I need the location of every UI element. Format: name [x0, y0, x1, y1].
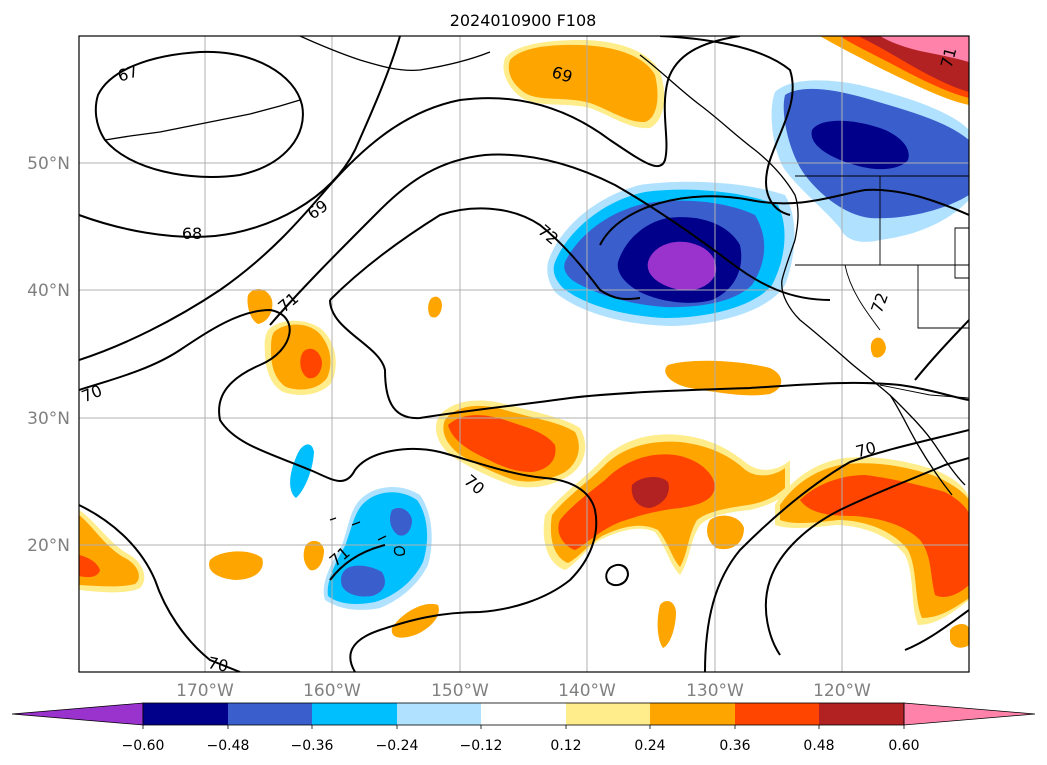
- colorbar-ticks: [142, 725, 905, 729]
- colorbar-extend-low: [11, 702, 144, 726]
- contour-69-arc: [659, 36, 794, 216]
- pos-anomaly-red-west: [79, 555, 100, 578]
- longitude-labels: 170°W 160°W 150°W 140°W 130°W 120°W: [176, 681, 871, 701]
- lat-label: 20°N: [27, 536, 70, 556]
- colorbar-tick-label: 0.12: [550, 738, 581, 754]
- pos-anomaly-orange-goa: [508, 44, 658, 123]
- map-title: 2024010900 F108: [450, 11, 597, 30]
- colorbar-tick-label: −0.24: [376, 738, 419, 754]
- colorbar-tick-label: 0.60: [888, 738, 919, 754]
- colorbar-segment: [312, 703, 397, 725]
- colorbar-segment: [566, 703, 650, 725]
- aleutian-chain: [104, 99, 301, 141]
- contour-68: [79, 36, 401, 238]
- colorbar-extend-high: [903, 702, 1036, 726]
- colorbar-tick-label: −0.36: [291, 738, 334, 754]
- contour-72-ring: [599, 188, 969, 246]
- colorbar-tick-label: 0.24: [634, 738, 665, 754]
- colorbar-segment: [143, 703, 228, 725]
- colorbar-segment: [650, 703, 735, 725]
- lat-label: 30°N: [27, 409, 70, 429]
- pos-anomaly-red-a: [300, 348, 322, 379]
- pos-anomaly-orange-k: [870, 337, 886, 358]
- contour-69-west: [79, 36, 741, 361]
- colorbar-tick-label: −0.60: [122, 738, 165, 754]
- neg-anomaly-mid-hawaii: [341, 565, 385, 597]
- pos-anomaly-orange-i: [707, 515, 744, 550]
- pos-anomaly-orange-b: [247, 288, 273, 324]
- contour-71-south: [764, 457, 969, 656]
- contour-71-hawaii: [329, 544, 386, 581]
- lon-label: 130°W: [686, 681, 744, 701]
- colorbar-tick-label: −0.12: [460, 738, 503, 754]
- colorbar-segment: [481, 703, 566, 725]
- colorbar-segment: [819, 703, 904, 725]
- pos-anomaly-red-band: [448, 415, 556, 472]
- colorbar-frame: [142, 702, 905, 726]
- colorbar-tick-label: 0.36: [719, 738, 750, 754]
- colorbar-segment: [735, 703, 819, 725]
- pos-anomaly-orange-g: [665, 360, 782, 396]
- contour-70-west: [79, 308, 598, 672]
- pos-anomaly-orange-h: [657, 600, 676, 648]
- pos-anomaly-orange-c: [428, 296, 442, 318]
- height-contours: [79, 36, 969, 672]
- colorbar-segment: [228, 703, 312, 725]
- map-frame: [78, 35, 970, 673]
- colorbar-tick-label: 0.48: [803, 738, 834, 754]
- colorbar-tick-label: −0.48: [207, 738, 250, 754]
- contour-70-south: [79, 504, 241, 672]
- neg-anomaly-core-low: [647, 241, 717, 291]
- contour-small-loop: [605, 563, 630, 587]
- anomaly-shading: [79, 36, 969, 648]
- colorbar-segment: [397, 703, 481, 725]
- baja-coast: [889, 394, 953, 496]
- pos-anomaly-orange-j: [950, 624, 969, 648]
- lon-label: 150°W: [431, 681, 489, 701]
- pos-anomaly-orange-e: [303, 540, 324, 571]
- latitude-labels: 50°N 40°N 30°N 20°N: [27, 154, 70, 556]
- contour-label: 68: [182, 224, 202, 243]
- contour-67: [94, 50, 304, 178]
- contour-72-north: [329, 207, 641, 301]
- lon-label: 140°W: [558, 681, 616, 701]
- contour-70-se: [704, 429, 969, 672]
- map-panel: 67 68 69 69 71 70 72 72 70 71 70 70 71: [78, 35, 970, 676]
- map-gridlines: [79, 36, 969, 672]
- colorbar: −0.60 −0.48 −0.36 −0.24 −0.12 0.12 0.24 …: [11, 702, 1036, 754]
- neg-anomaly-deep-north: [811, 120, 909, 170]
- us-west-coast: [781, 239, 966, 486]
- colorbar-labels: −0.60 −0.48 −0.36 −0.24 −0.12 0.12 0.24 …: [122, 738, 920, 754]
- contour-71-north: [269, 153, 831, 326]
- contour-71-eastcoast: [914, 319, 969, 381]
- contour-label: 71: [937, 45, 961, 70]
- lon-label: 160°W: [303, 681, 361, 701]
- neg-anomaly-sliver-hawaii: [290, 444, 314, 498]
- lat-label: 40°N: [27, 281, 70, 301]
- contour-72-loop: [329, 299, 969, 420]
- pos-anomaly-orange-f: [391, 603, 439, 638]
- lat-label: 50°N: [27, 154, 70, 174]
- neg-anomaly-deep-hawaii: [390, 508, 412, 536]
- contour-label: 70: [206, 653, 230, 676]
- pos-anomaly-orange-d: [209, 551, 263, 580]
- lon-label: 170°W: [176, 681, 234, 701]
- hawaii-islands: [329, 517, 406, 556]
- lon-label: 120°W: [813, 681, 871, 701]
- contour-label: 70: [854, 438, 879, 462]
- coastlines: [104, 36, 969, 556]
- state-borders: [795, 176, 969, 331]
- pos-anomaly-pink-ne: [880, 36, 969, 62]
- pos-anomaly-dark-south: [631, 476, 669, 508]
